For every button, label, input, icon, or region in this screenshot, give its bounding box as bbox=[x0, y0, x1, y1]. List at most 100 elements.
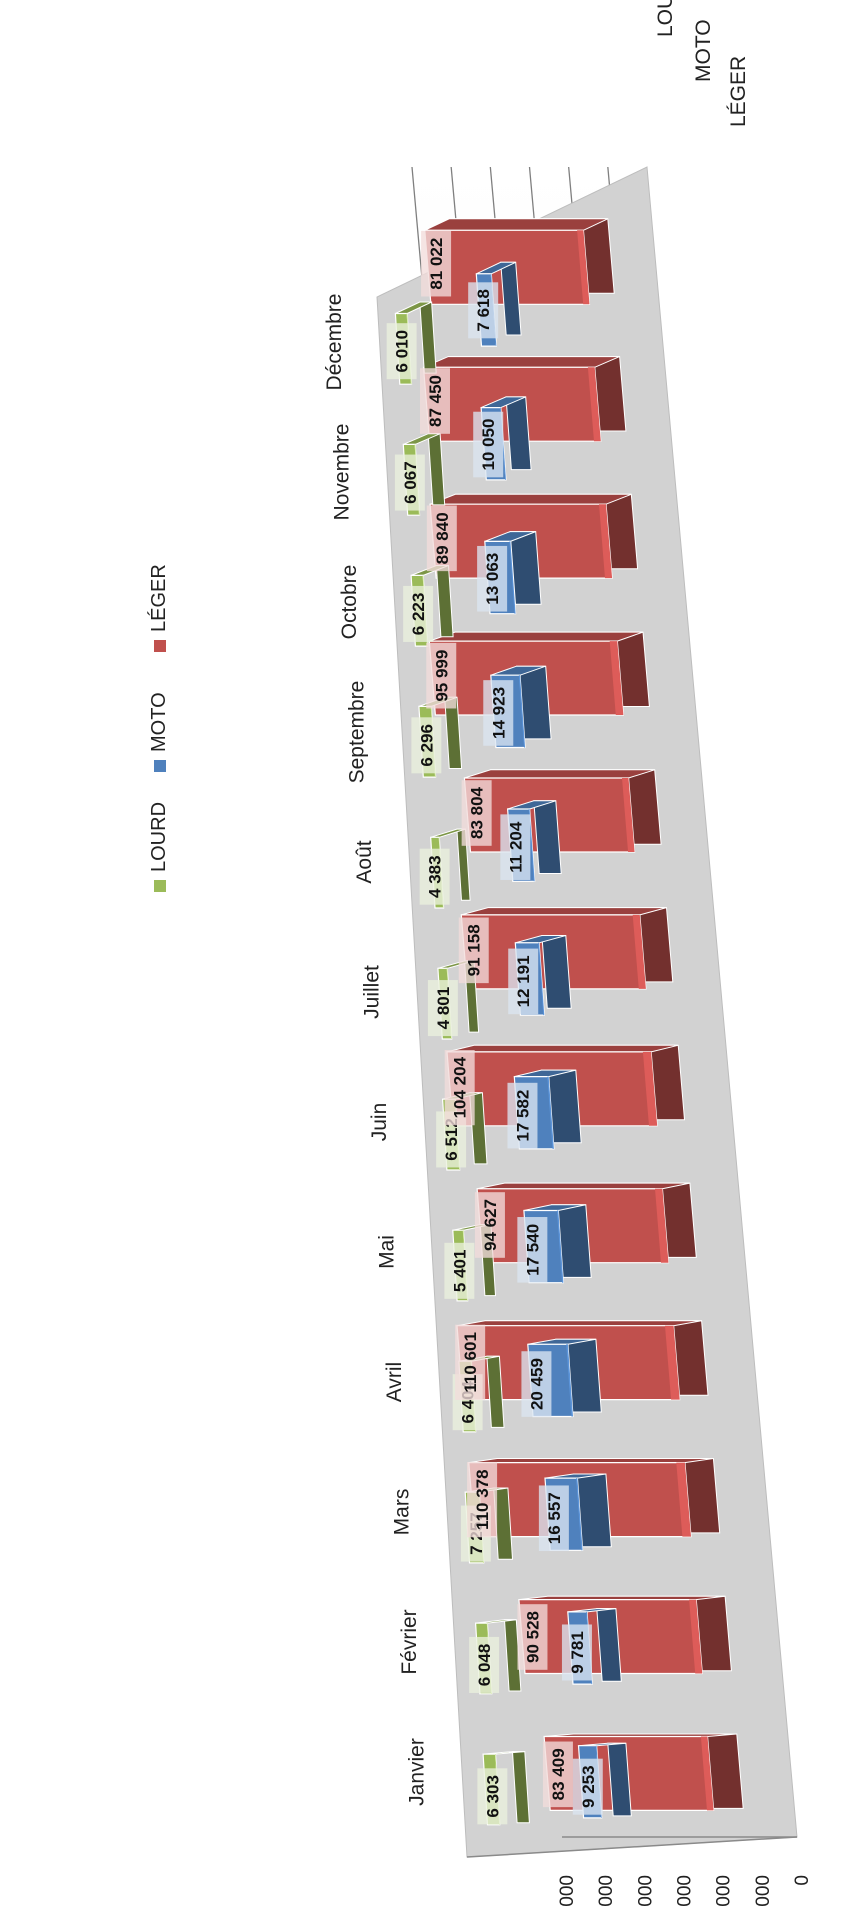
bar-base-highlight bbox=[622, 778, 635, 852]
bar-side-face bbox=[468, 1458, 714, 1464]
data-label: 83 804 bbox=[468, 786, 487, 839]
data-label-bg bbox=[500, 814, 531, 880]
data-label-bg bbox=[517, 1604, 548, 1670]
data-label: 104 204 bbox=[451, 1056, 470, 1118]
data-label: 89 840 bbox=[433, 512, 452, 564]
bar-base-highlight bbox=[599, 504, 613, 579]
x-category-label: Février bbox=[398, 1609, 421, 1674]
data-label-bg bbox=[517, 1217, 548, 1283]
bar-base-highlight bbox=[566, 1344, 573, 1417]
data-label-bg bbox=[444, 1242, 475, 1299]
data-label: 6 010 bbox=[393, 330, 412, 373]
data-label: 11 204 bbox=[506, 821, 525, 873]
x-category-label: Décembre bbox=[323, 294, 346, 391]
x-category-label: Janvier bbox=[405, 1738, 428, 1806]
bar-base-highlight bbox=[576, 1478, 583, 1551]
data-label-bg bbox=[419, 848, 450, 905]
data-label-bg bbox=[461, 780, 492, 846]
bar-base-highlight bbox=[689, 1599, 703, 1674]
bar-base-highlight bbox=[609, 641, 624, 715]
y-tick-label: 80000 bbox=[635, 1875, 656, 1907]
data-label: 94 627 bbox=[481, 1199, 500, 1251]
data-label-bg bbox=[521, 1351, 552, 1417]
x-category-label: Mars bbox=[390, 1489, 413, 1536]
bar-back-face bbox=[533, 800, 562, 874]
data-label-bg bbox=[468, 282, 499, 339]
data-label-bg bbox=[394, 454, 425, 511]
y-tick-label: 60000 bbox=[675, 1875, 696, 1907]
y-tick-label: 20000 bbox=[753, 1875, 774, 1907]
data-label: 95 999 bbox=[432, 650, 451, 702]
data-label-bg bbox=[561, 1624, 592, 1681]
data-label: 6 303 bbox=[483, 1775, 502, 1818]
data-label: 17 582 bbox=[513, 1090, 532, 1142]
legend-swatch bbox=[154, 880, 166, 892]
data-label: 110 601 bbox=[461, 1332, 480, 1393]
bar-base-highlight bbox=[632, 914, 646, 989]
bar-base-highlight bbox=[642, 1051, 658, 1126]
bar-side-face bbox=[456, 1320, 702, 1327]
data-label: 10 050 bbox=[479, 419, 498, 471]
bar-base-highlight bbox=[676, 1462, 691, 1537]
x-category-label: Août bbox=[353, 840, 376, 883]
y-tick-label: 0 bbox=[792, 1875, 813, 1886]
y-tick-label: 40000 bbox=[714, 1875, 735, 1907]
bar-base-highlight bbox=[655, 1188, 669, 1263]
data-label-bg bbox=[427, 980, 458, 1037]
data-label-bg bbox=[386, 323, 417, 380]
bar-side-face bbox=[476, 1182, 691, 1190]
depth-axis-label: LÉGER bbox=[727, 56, 750, 127]
data-label: 90 528 bbox=[523, 1611, 542, 1663]
x-category-label: Juillet bbox=[360, 965, 383, 1019]
data-label-bg bbox=[455, 1324, 486, 1400]
x-category-label: Avril bbox=[383, 1362, 406, 1402]
data-label-bg bbox=[411, 717, 442, 774]
data-label: 14 923 bbox=[489, 687, 508, 739]
y-tick-label: 120000 bbox=[557, 1875, 578, 1907]
x-category-label: Septembre bbox=[345, 681, 368, 784]
data-label: 6 223 bbox=[409, 593, 428, 636]
data-label-bg bbox=[467, 1462, 498, 1538]
data-label-bg bbox=[572, 1758, 603, 1815]
legend-label: MOTO bbox=[148, 692, 170, 752]
data-label: 4 383 bbox=[426, 855, 445, 898]
data-label-bg bbox=[458, 917, 489, 984]
data-label: 6 512 bbox=[442, 1118, 461, 1161]
data-label-bg bbox=[542, 1741, 573, 1808]
bar-base-highlight bbox=[538, 942, 545, 1016]
data-label: 9 781 bbox=[568, 1631, 587, 1674]
bar-side-face bbox=[446, 1044, 679, 1053]
data-label: 83 409 bbox=[549, 1748, 568, 1800]
bar-side-face bbox=[464, 769, 655, 779]
data-label: 17 540 bbox=[523, 1224, 542, 1276]
data-label: 7 618 bbox=[474, 289, 493, 332]
data-label: 5 401 bbox=[450, 1250, 469, 1293]
data-label-bg bbox=[507, 1082, 538, 1149]
depth-axis-label: LOURD bbox=[654, 0, 677, 37]
data-label-bg bbox=[444, 1050, 475, 1126]
depth-axis-label: MOTO bbox=[692, 19, 715, 82]
legend-swatch bbox=[154, 640, 166, 652]
data-label-bg bbox=[469, 1636, 500, 1693]
bar-base-highlight bbox=[509, 541, 516, 614]
data-label: 110 378 bbox=[473, 1469, 492, 1530]
bar-leger-2 bbox=[518, 1595, 732, 1675]
data-label-bg bbox=[419, 368, 450, 434]
bar-side-face bbox=[461, 907, 667, 916]
data-label-bg bbox=[477, 545, 508, 612]
data-label-bg bbox=[474, 1192, 505, 1258]
data-label-bg bbox=[426, 505, 457, 572]
legend-swatch bbox=[154, 760, 166, 772]
data-label: 12 191 bbox=[514, 955, 533, 1007]
data-label: 16 557 bbox=[545, 1492, 564, 1544]
data-label: 91 158 bbox=[465, 924, 484, 976]
bar-back-face bbox=[509, 531, 542, 605]
bar-base-highlight bbox=[665, 1325, 680, 1400]
data-label-bg bbox=[421, 230, 452, 297]
x-category-label: Novembre bbox=[330, 424, 353, 521]
bar-base-highlight bbox=[547, 1076, 554, 1149]
data-label: 6 048 bbox=[475, 1644, 494, 1687]
